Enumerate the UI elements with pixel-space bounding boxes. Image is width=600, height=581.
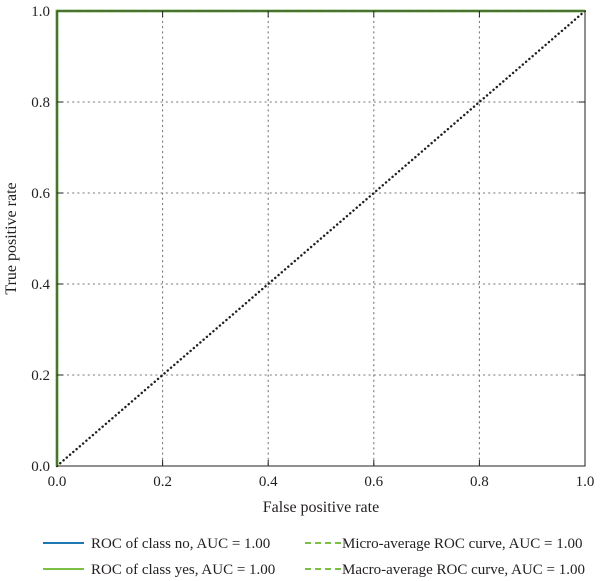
y-tick-label: 0.0: [31, 459, 50, 475]
legend-label-1: ROC of class no, AUC = 1.00: [91, 536, 270, 552]
plot-frame: [56, 10, 586, 467]
x-tick-label: 0.6: [364, 474, 383, 490]
legend: ROC of class no, AUC = 1.00 ROC of class …: [43, 536, 585, 578]
legend-label-4: Macro-average ROC curve, AUC = 1.00: [342, 562, 585, 578]
tick-layer: 0.0 0.2 0.4 0.6 0.8 1.0 0.0 0.2 0.4 0.6 0.8 1.0: [31, 4, 594, 490]
x-tick-label: 0.8: [470, 474, 489, 490]
y-axis-title: True positive rate: [3, 182, 20, 294]
reference-layer: [55, 9, 587, 468]
x-axis-title: False positive rate: [263, 499, 379, 516]
x-tick-label: 0.0: [48, 474, 67, 490]
x-tick-label: 1.0: [576, 474, 595, 490]
y-tick-label: 0.8: [31, 95, 50, 111]
chance-diagonal-line: [55, 9, 587, 468]
legend-label-2: ROC of class yes, AUC = 1.00: [91, 562, 275, 578]
y-tick-label: 0.2: [31, 368, 50, 384]
grid-layer: [56, 10, 586, 467]
y-tick-label: 0.4: [31, 277, 50, 293]
y-tick-label: 0.6: [31, 186, 50, 202]
x-tick-label: 0.4: [259, 474, 278, 490]
y-tick-label: 1.0: [31, 4, 50, 20]
x-tick-label: 0.2: [153, 474, 172, 490]
legend-label-3: Micro-average ROC curve, AUC = 1.00: [342, 536, 582, 552]
